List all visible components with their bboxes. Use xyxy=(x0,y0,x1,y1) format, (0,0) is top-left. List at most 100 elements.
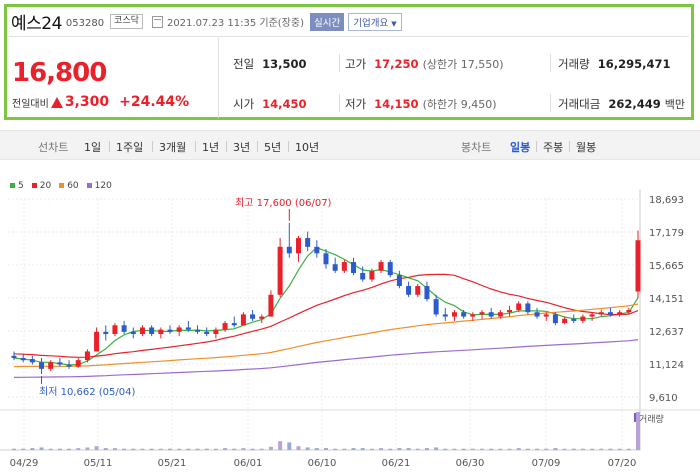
realtime-button[interactable]: 실시간 xyxy=(310,12,345,31)
ma-line-20 xyxy=(13,273,639,358)
volume-bar xyxy=(131,448,136,450)
candle xyxy=(259,316,265,319)
volume-bar xyxy=(535,448,540,450)
volume-bar xyxy=(168,448,172,450)
ma-line-60 xyxy=(13,303,639,368)
volume-bar xyxy=(268,446,273,450)
volume-stat: 거래량 16,295,471 xyxy=(558,56,671,72)
y-tick-label: 9,610 xyxy=(649,393,678,404)
y-tick-label: 14,151 xyxy=(649,294,684,305)
candle xyxy=(75,360,81,367)
period-tab[interactable]: 1년 xyxy=(202,141,220,154)
company-info-dropdown[interactable]: 기업개요 ▼ xyxy=(348,12,402,31)
period-tab[interactable]: 1일 xyxy=(84,141,102,154)
divider xyxy=(152,141,153,152)
volume-bar xyxy=(443,448,448,450)
candle xyxy=(378,262,384,271)
candle xyxy=(130,331,136,335)
volume-bar xyxy=(30,448,35,450)
period-tab[interactable]: 5년 xyxy=(264,141,282,154)
period-tab[interactable]: 10년 xyxy=(295,141,320,154)
candle xyxy=(277,246,283,295)
candle xyxy=(543,314,549,317)
high-stat: 고가 17,250 (상한가 17,550) xyxy=(345,56,504,72)
volume-bar xyxy=(223,448,228,450)
volume-bar xyxy=(498,448,503,450)
candle xyxy=(424,286,430,300)
candle xyxy=(598,312,604,315)
candle xyxy=(185,327,191,330)
chevron-down-icon: ▼ xyxy=(391,19,397,28)
volume-label: 거래량 xyxy=(639,413,664,425)
x-tick-label: 04/29 xyxy=(10,458,39,469)
volume-bar xyxy=(177,448,182,450)
period-tab[interactable]: 1주일 xyxy=(116,141,144,154)
volume-bar xyxy=(324,448,328,450)
candle-period-tab[interactable]: 주봉 xyxy=(543,141,564,154)
period-tab[interactable]: 3개월 xyxy=(159,141,187,154)
volume-label: 거래량 xyxy=(558,57,590,71)
candle xyxy=(552,314,558,324)
y-tick-label: 17,179 xyxy=(649,228,684,239)
candle xyxy=(507,310,513,313)
volume-bar xyxy=(122,448,127,450)
candle xyxy=(451,312,457,317)
volume-bar xyxy=(415,448,420,450)
volume-bar xyxy=(388,448,393,450)
volume-bar xyxy=(149,448,154,450)
divider xyxy=(218,38,219,118)
candle xyxy=(571,318,577,321)
period-tab[interactable]: 3년 xyxy=(233,141,251,154)
candle xyxy=(268,294,274,317)
candle xyxy=(396,275,402,287)
divider xyxy=(536,141,537,152)
volume-bar xyxy=(250,448,255,450)
candle xyxy=(39,362,45,369)
volume-bar xyxy=(39,447,44,450)
x-tick-label: 06/10 xyxy=(308,458,337,469)
volume-bar xyxy=(360,448,365,450)
candle xyxy=(176,327,182,332)
candle-period-tab[interactable]: 월봉 xyxy=(576,141,597,154)
stock-name: 예스24 xyxy=(11,14,62,34)
candle xyxy=(240,314,246,326)
high-value: 17,250 xyxy=(374,57,419,71)
volume-bar xyxy=(507,448,512,450)
prev-close-stat: 전일 13,500 xyxy=(233,56,307,72)
candle xyxy=(323,253,329,265)
candle xyxy=(103,331,109,335)
candle xyxy=(534,312,540,317)
candle xyxy=(11,355,17,358)
candle xyxy=(442,314,448,317)
candle xyxy=(20,357,26,361)
candle xyxy=(213,329,219,335)
open-label: 시가 xyxy=(233,97,255,111)
y-tick-label: 11,124 xyxy=(649,360,684,371)
current-price: 16,800 xyxy=(12,58,107,88)
volume-bar xyxy=(186,448,191,450)
candle xyxy=(305,238,311,247)
divider xyxy=(226,141,227,152)
volume-legend-marker xyxy=(634,413,636,422)
volume-bar xyxy=(626,448,631,450)
divider xyxy=(550,54,551,72)
volume-value: 16,295,471 xyxy=(597,57,671,71)
volume-bar xyxy=(12,448,16,450)
candle xyxy=(84,351,90,361)
open-value: 14,450 xyxy=(262,97,307,111)
candle xyxy=(626,310,632,313)
candle xyxy=(415,286,421,295)
low-value: 14,150 xyxy=(374,97,419,111)
candle xyxy=(635,240,641,292)
legend-label: 5 xyxy=(18,181,24,191)
candle-period-tab[interactable]: 일봉 xyxy=(510,141,531,154)
divider xyxy=(339,94,340,112)
volume-bar xyxy=(544,448,549,450)
volume-bar xyxy=(599,448,604,450)
amount-unit: 백만 xyxy=(664,98,685,111)
company-info-label: 기업개요 xyxy=(353,17,389,29)
volume-bar xyxy=(406,448,411,450)
volume-bar xyxy=(470,448,475,450)
legend-label: 120 xyxy=(94,181,112,191)
candle xyxy=(295,238,301,254)
